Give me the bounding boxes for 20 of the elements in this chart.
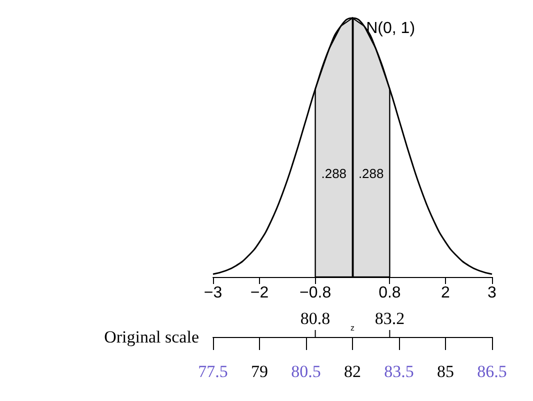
x2-tick-label: 79 bbox=[251, 362, 268, 381]
text: 83.2 bbox=[374, 309, 405, 328]
annotation: N(0, 1) bbox=[366, 20, 416, 37]
x2-tick-label: 85 bbox=[437, 362, 454, 381]
x-tick-label: 2 bbox=[441, 284, 450, 302]
band-label: .288 bbox=[321, 166, 347, 181]
x2-axis-title: Original scale bbox=[104, 328, 199, 346]
x2-tick-label: 77.5 bbox=[198, 362, 228, 381]
x2-tick-label: 80.5 bbox=[291, 362, 321, 381]
x-tick-label: −2 bbox=[250, 284, 269, 302]
x-tick-label: −3 bbox=[204, 284, 222, 302]
text: 80.8 bbox=[300, 309, 330, 328]
x2-tick-label: 83.5 bbox=[384, 362, 414, 381]
x-axis-title: z bbox=[350, 324, 354, 332]
x-tick-label: 0.8 bbox=[378, 284, 401, 302]
x-tick-label: 3 bbox=[488, 284, 497, 302]
x2-tick-label: 86.5 bbox=[477, 362, 507, 381]
x-tick-label: −0.8 bbox=[300, 284, 332, 302]
x2-tick-label: 82 bbox=[344, 362, 361, 381]
band-label: .288 bbox=[358, 166, 384, 181]
